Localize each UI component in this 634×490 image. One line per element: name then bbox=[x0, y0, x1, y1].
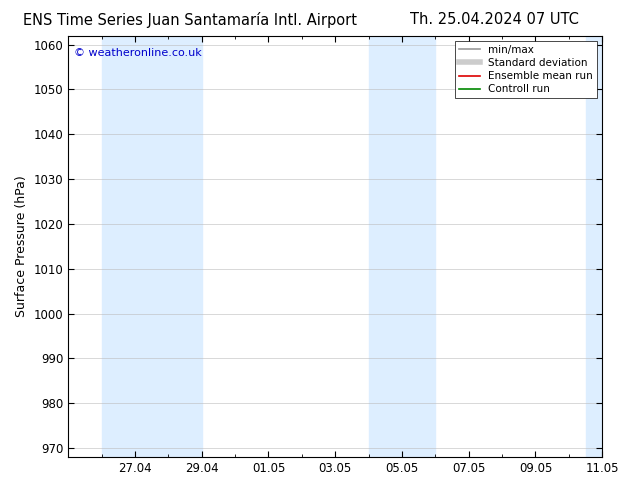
Text: © weatheronline.co.uk: © weatheronline.co.uk bbox=[74, 48, 201, 58]
Bar bbox=[368, 36, 436, 457]
Text: ENS Time Series Juan Santamaría Intl. Airport: ENS Time Series Juan Santamaría Intl. Ai… bbox=[23, 12, 357, 28]
Legend: min/max, Standard deviation, Ensemble mean run, Controll run: min/max, Standard deviation, Ensemble me… bbox=[455, 41, 597, 98]
Text: Th. 25.04.2024 07 UTC: Th. 25.04.2024 07 UTC bbox=[410, 12, 579, 27]
Bar bbox=[586, 36, 602, 457]
Y-axis label: Surface Pressure (hPa): Surface Pressure (hPa) bbox=[15, 175, 28, 317]
Bar bbox=[101, 36, 202, 457]
